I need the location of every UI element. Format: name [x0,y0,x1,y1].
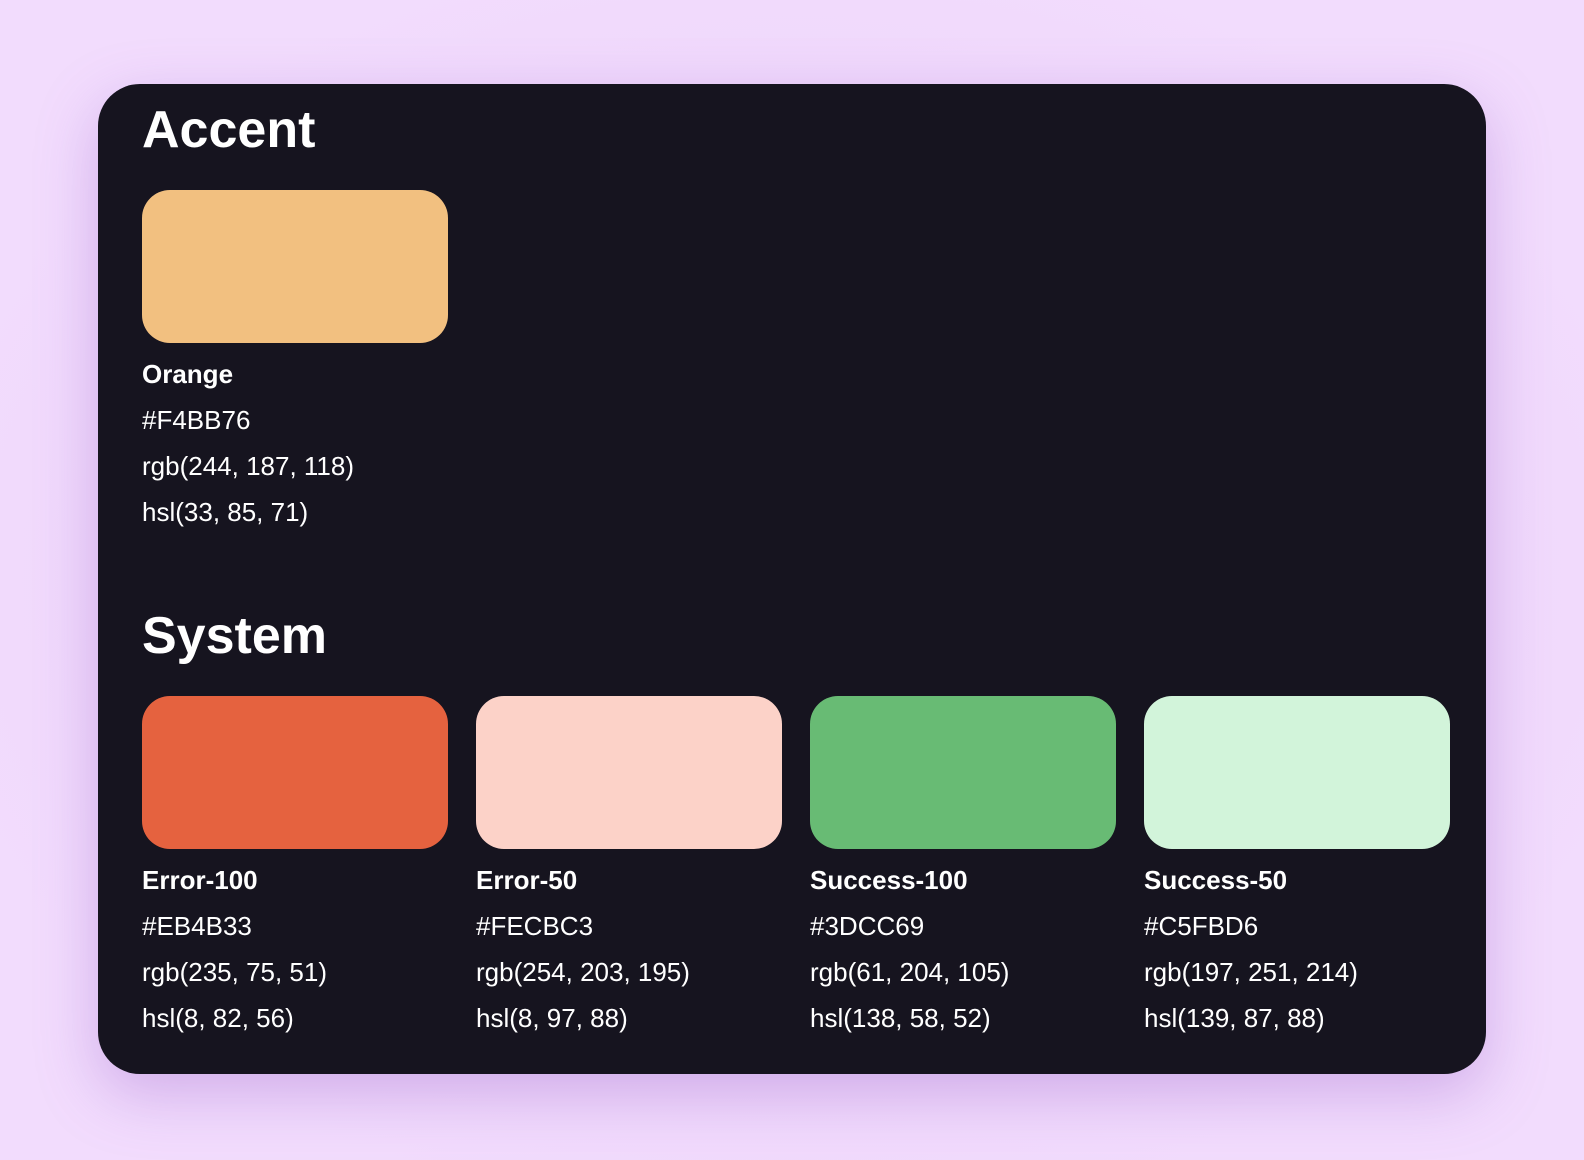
swatch-rgb: rgb(197, 251, 214) [1144,957,1358,987]
swatch-hsl: hsl(8, 97, 88) [476,1003,628,1033]
color-swatch [476,696,782,849]
swatch-name: Success-50 [1144,865,1288,895]
swatch-hsl: hsl(139, 87, 88) [1144,1003,1325,1033]
section-title: Accent [142,101,316,159]
swatch-hsl: hsl(33, 85, 71) [142,497,309,527]
swatch-hex: #3DCC69 [810,911,925,941]
swatch-name: Success-100 [810,865,968,895]
swatch-hex: #F4BB76 [142,405,251,435]
swatch-hex: #FECBC3 [476,911,594,941]
swatch-hsl: hsl(8, 82, 56) [142,1003,294,1033]
color-swatch [810,696,1116,849]
color-swatch [142,696,448,849]
palette-card: Accent Orange #F4BB76 rgb(244, 187, 118) hsl… [98,84,1486,1074]
swatch-rgb: rgb(61, 204, 105) [810,957,1010,987]
color-swatch [1144,696,1450,849]
section-title: System [142,607,327,665]
swatch-rgb: rgb(244, 187, 118) [142,451,354,481]
swatch-hex: #EB4B33 [142,911,252,941]
swatch-rgb: rgb(254, 203, 195) [476,957,690,987]
swatch-name: Error-100 [142,865,258,895]
swatch-rgb: rgb(235, 75, 51) [142,957,328,987]
swatch-hsl: hsl(138, 58, 52) [810,1003,991,1033]
swatch-hex: #C5FBD6 [1144,911,1259,941]
color-swatch [142,190,448,343]
swatch-name: Orange [142,359,234,389]
swatch-name: Error-50 [476,865,578,895]
